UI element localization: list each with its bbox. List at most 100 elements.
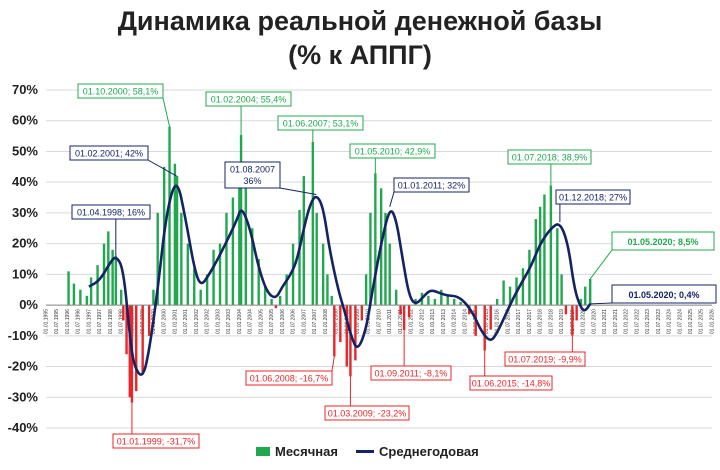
- x-tick-label: 01.07.2000: [162, 309, 168, 334]
- x-tick-label: 01.07.2023: [656, 309, 662, 334]
- bar: [564, 305, 568, 315]
- bar: [394, 289, 398, 306]
- annotation-label: 01.02.2001; 42%: [75, 149, 143, 159]
- bar: [588, 278, 592, 306]
- x-tick-label: 01.07.2008: [334, 309, 340, 334]
- x-tick-label: 01.07.2015: [484, 309, 490, 334]
- y-tick-label: -40%: [8, 420, 39, 435]
- bar: [274, 305, 278, 309]
- annotation-label: 01.06.2007; 53,1%: [283, 119, 359, 129]
- y-tick-label: 0%: [19, 297, 38, 312]
- bar: [321, 243, 325, 306]
- annotation-label: 01.06.2015; -14,8%: [472, 379, 551, 389]
- bar: [285, 274, 288, 306]
- bar: [89, 277, 93, 306]
- x-tick-label: 01.01.2003: [215, 309, 221, 334]
- annotation-box: [349, 143, 436, 159]
- x-tick-label: 01.07.2017: [527, 309, 533, 334]
- bar: [291, 243, 295, 306]
- line-series-srednegodovaya: [88, 184, 592, 376]
- x-tick-label: 01.01.2018: [538, 309, 544, 334]
- annotation-label: 01.08.2007: [230, 165, 275, 175]
- y-tick-label: 30%: [12, 205, 38, 220]
- x-tick-label: 01.07.2001: [183, 309, 189, 334]
- x-tick-label: 01.01.1997: [86, 309, 92, 334]
- x-tick-label: 01.07.2012: [419, 309, 425, 334]
- x-tick-label: 01.01.2013: [430, 309, 436, 334]
- bar: [459, 302, 462, 306]
- x-tick-label: 01.07.2025: [699, 309, 705, 334]
- annotation-box: [224, 161, 281, 189]
- bar: [534, 219, 538, 306]
- bar: [79, 289, 82, 306]
- bar: [119, 289, 123, 306]
- annotation-box: [205, 91, 292, 107]
- annotation-box: [77, 83, 164, 99]
- annotation-label: 01.09.2011; -8,1%: [375, 369, 448, 379]
- annotation-label: 01.05.2020; 8,5%: [627, 237, 698, 247]
- bar: [330, 295, 333, 306]
- annotation-label: 01.02.2004; 55,4%: [211, 95, 287, 105]
- annotation-label: 01.01.2011; 32%: [398, 181, 465, 191]
- bar: [193, 268, 196, 306]
- bar: [212, 249, 215, 306]
- bar: [483, 305, 486, 351]
- bar: [543, 194, 546, 306]
- annotation-box: [245, 370, 333, 386]
- x-tick-label: 01.07.1997: [97, 309, 103, 334]
- x-tick-label: 01.07.2022: [634, 309, 640, 334]
- bar: [528, 249, 531, 306]
- chart-title: Динамика реальной денежной базы: [117, 6, 603, 36]
- x-tick-label: 01.01.2017: [516, 309, 522, 334]
- x-tick-label: 01.01.2007: [301, 309, 307, 334]
- bar: [354, 305, 357, 361]
- y-tick-label: -20%: [8, 359, 39, 374]
- x-tick-label: 01.01.2014: [452, 309, 458, 334]
- bar: [326, 274, 329, 306]
- bar: [199, 289, 202, 306]
- bar: [440, 289, 443, 306]
- annotation-label: 01.10.2000; 58,1%: [83, 87, 159, 97]
- bar: [433, 298, 437, 306]
- bar: [218, 243, 222, 306]
- x-tick-label: 01.07.2014: [462, 309, 468, 334]
- bar: [502, 280, 505, 306]
- legend-label-srednegodovaya: Среднегодовая: [379, 444, 479, 459]
- x-tick-label: 01.07.2003: [226, 309, 232, 334]
- x-tick-label: 01.01.2023: [645, 309, 651, 334]
- annotation-label: 01.01.1999; -31,7%: [117, 437, 196, 447]
- annotation-label: 01.05.2020; 0,4%: [628, 290, 699, 300]
- x-tick-label: 01.01.2005: [258, 309, 264, 334]
- bar: [205, 274, 209, 306]
- annotation-box: [277, 115, 364, 131]
- bar: [384, 212, 387, 306]
- x-tick-label: 01.07.2006: [291, 309, 297, 334]
- bar: [427, 295, 430, 306]
- bar: [311, 141, 315, 306]
- x-tick-label: 01.07.2013: [441, 309, 447, 334]
- x-tick-label: 01.01.1995: [44, 309, 50, 334]
- annotation-label: 01.05.2010; 42,9%: [355, 147, 431, 157]
- y-tick-label: 40%: [12, 174, 38, 189]
- y-tick-label: 60%: [12, 113, 38, 128]
- bar: [173, 163, 177, 306]
- bar: [489, 305, 492, 330]
- annotation-box: [71, 204, 151, 220]
- x-tick-label: 01.01.2004: [237, 309, 243, 334]
- bar: [122, 305, 125, 321]
- annotation-label: 01.04.1998; 16%: [77, 208, 145, 218]
- bar: [270, 298, 273, 306]
- x-tick-label: 01.01.1998: [108, 309, 114, 334]
- bar: [111, 249, 114, 306]
- bar: [495, 298, 499, 306]
- bar: [556, 228, 559, 306]
- x-tick-label: 01.07.1995: [54, 309, 60, 334]
- annotation-box: [611, 231, 715, 251]
- annotation-box: [370, 365, 452, 381]
- bar: [369, 212, 372, 306]
- bar: [521, 268, 525, 306]
- y-tick-label: 50%: [12, 143, 38, 158]
- bar: [446, 295, 449, 306]
- bar: [360, 305, 364, 321]
- x-tick-label: 01.07.2016: [505, 309, 511, 334]
